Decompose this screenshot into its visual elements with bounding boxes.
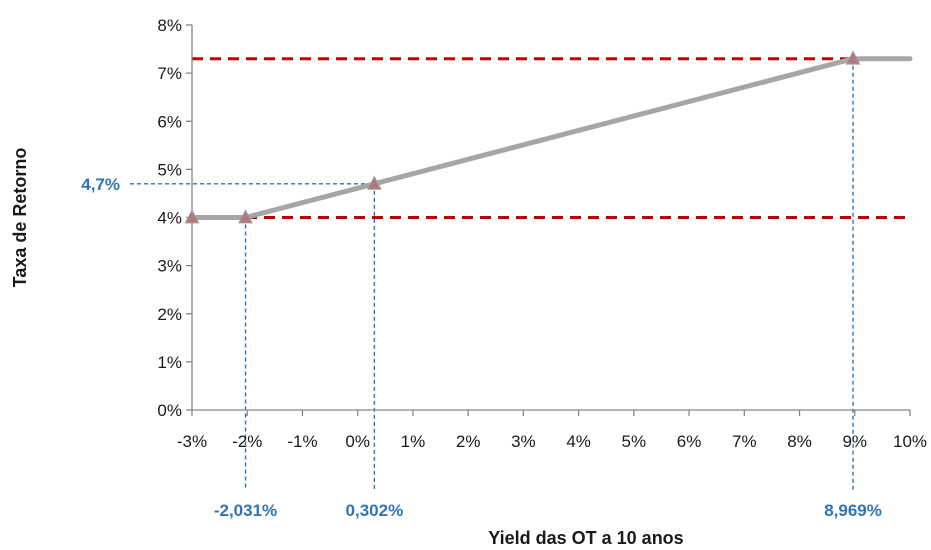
x-tick-label: -1%: [287, 432, 317, 451]
y-tick-label: 7%: [157, 64, 182, 83]
x-tick-label: 8%: [787, 432, 812, 451]
y-tick-label: 1%: [157, 353, 182, 372]
y-tick-label: 4%: [157, 209, 182, 228]
series-line: [189, 56, 913, 220]
y-tick-label: 3%: [157, 257, 182, 276]
x-axis-title: Yield das OT a 10 anos: [488, 528, 683, 548]
y-tick-label: 8%: [157, 16, 182, 35]
y-tick-label: 6%: [157, 112, 182, 131]
series-layer: [189, 56, 913, 220]
x-annotation-label: 0,302%: [346, 501, 404, 520]
x-tick-label: 7%: [732, 432, 757, 451]
data-point-marker: [238, 209, 253, 224]
x-annotation-label: 8,969%: [824, 501, 882, 520]
y-axis-title: Taxa de Retorno: [10, 148, 30, 288]
y-tick-label: 0%: [157, 401, 182, 420]
data-point-marker: [366, 175, 382, 190]
reference-lines: [192, 57, 910, 219]
data-point-marker: [184, 209, 200, 224]
x-tick-label: -3%: [177, 432, 207, 451]
labels-layer: 0% 1% 2% 3% 4% 5% 6% 7% 8% -3% -2% -1% 0% 1% 2% 3% 4% 5% 6…: [81, 16, 927, 520]
data-point-marker: [845, 50, 861, 65]
y-tick-label: 5%: [157, 160, 182, 179]
markers-layer: [184, 50, 861, 224]
x-tick-label: 0%: [345, 432, 370, 451]
annotation-guides: [130, 58, 854, 490]
x-tick-label: 6%: [677, 432, 702, 451]
axes: [186, 24, 911, 416]
y-tick-label: 2%: [157, 305, 182, 324]
x-tick-label: 5%: [622, 432, 647, 451]
x-tick-label: 1%: [401, 432, 426, 451]
x-tick-label: 10%: [893, 432, 927, 451]
x-tick-label: 3%: [511, 432, 536, 451]
x-tick-label: -2%: [232, 432, 262, 451]
x-tick-label: 9%: [842, 432, 867, 451]
y-annotation-label: 4,7%: [81, 175, 120, 194]
x-annotation-label: -2,031%: [214, 501, 277, 520]
x-tick-label: 4%: [566, 432, 591, 451]
x-tick-label: 2%: [456, 432, 481, 451]
